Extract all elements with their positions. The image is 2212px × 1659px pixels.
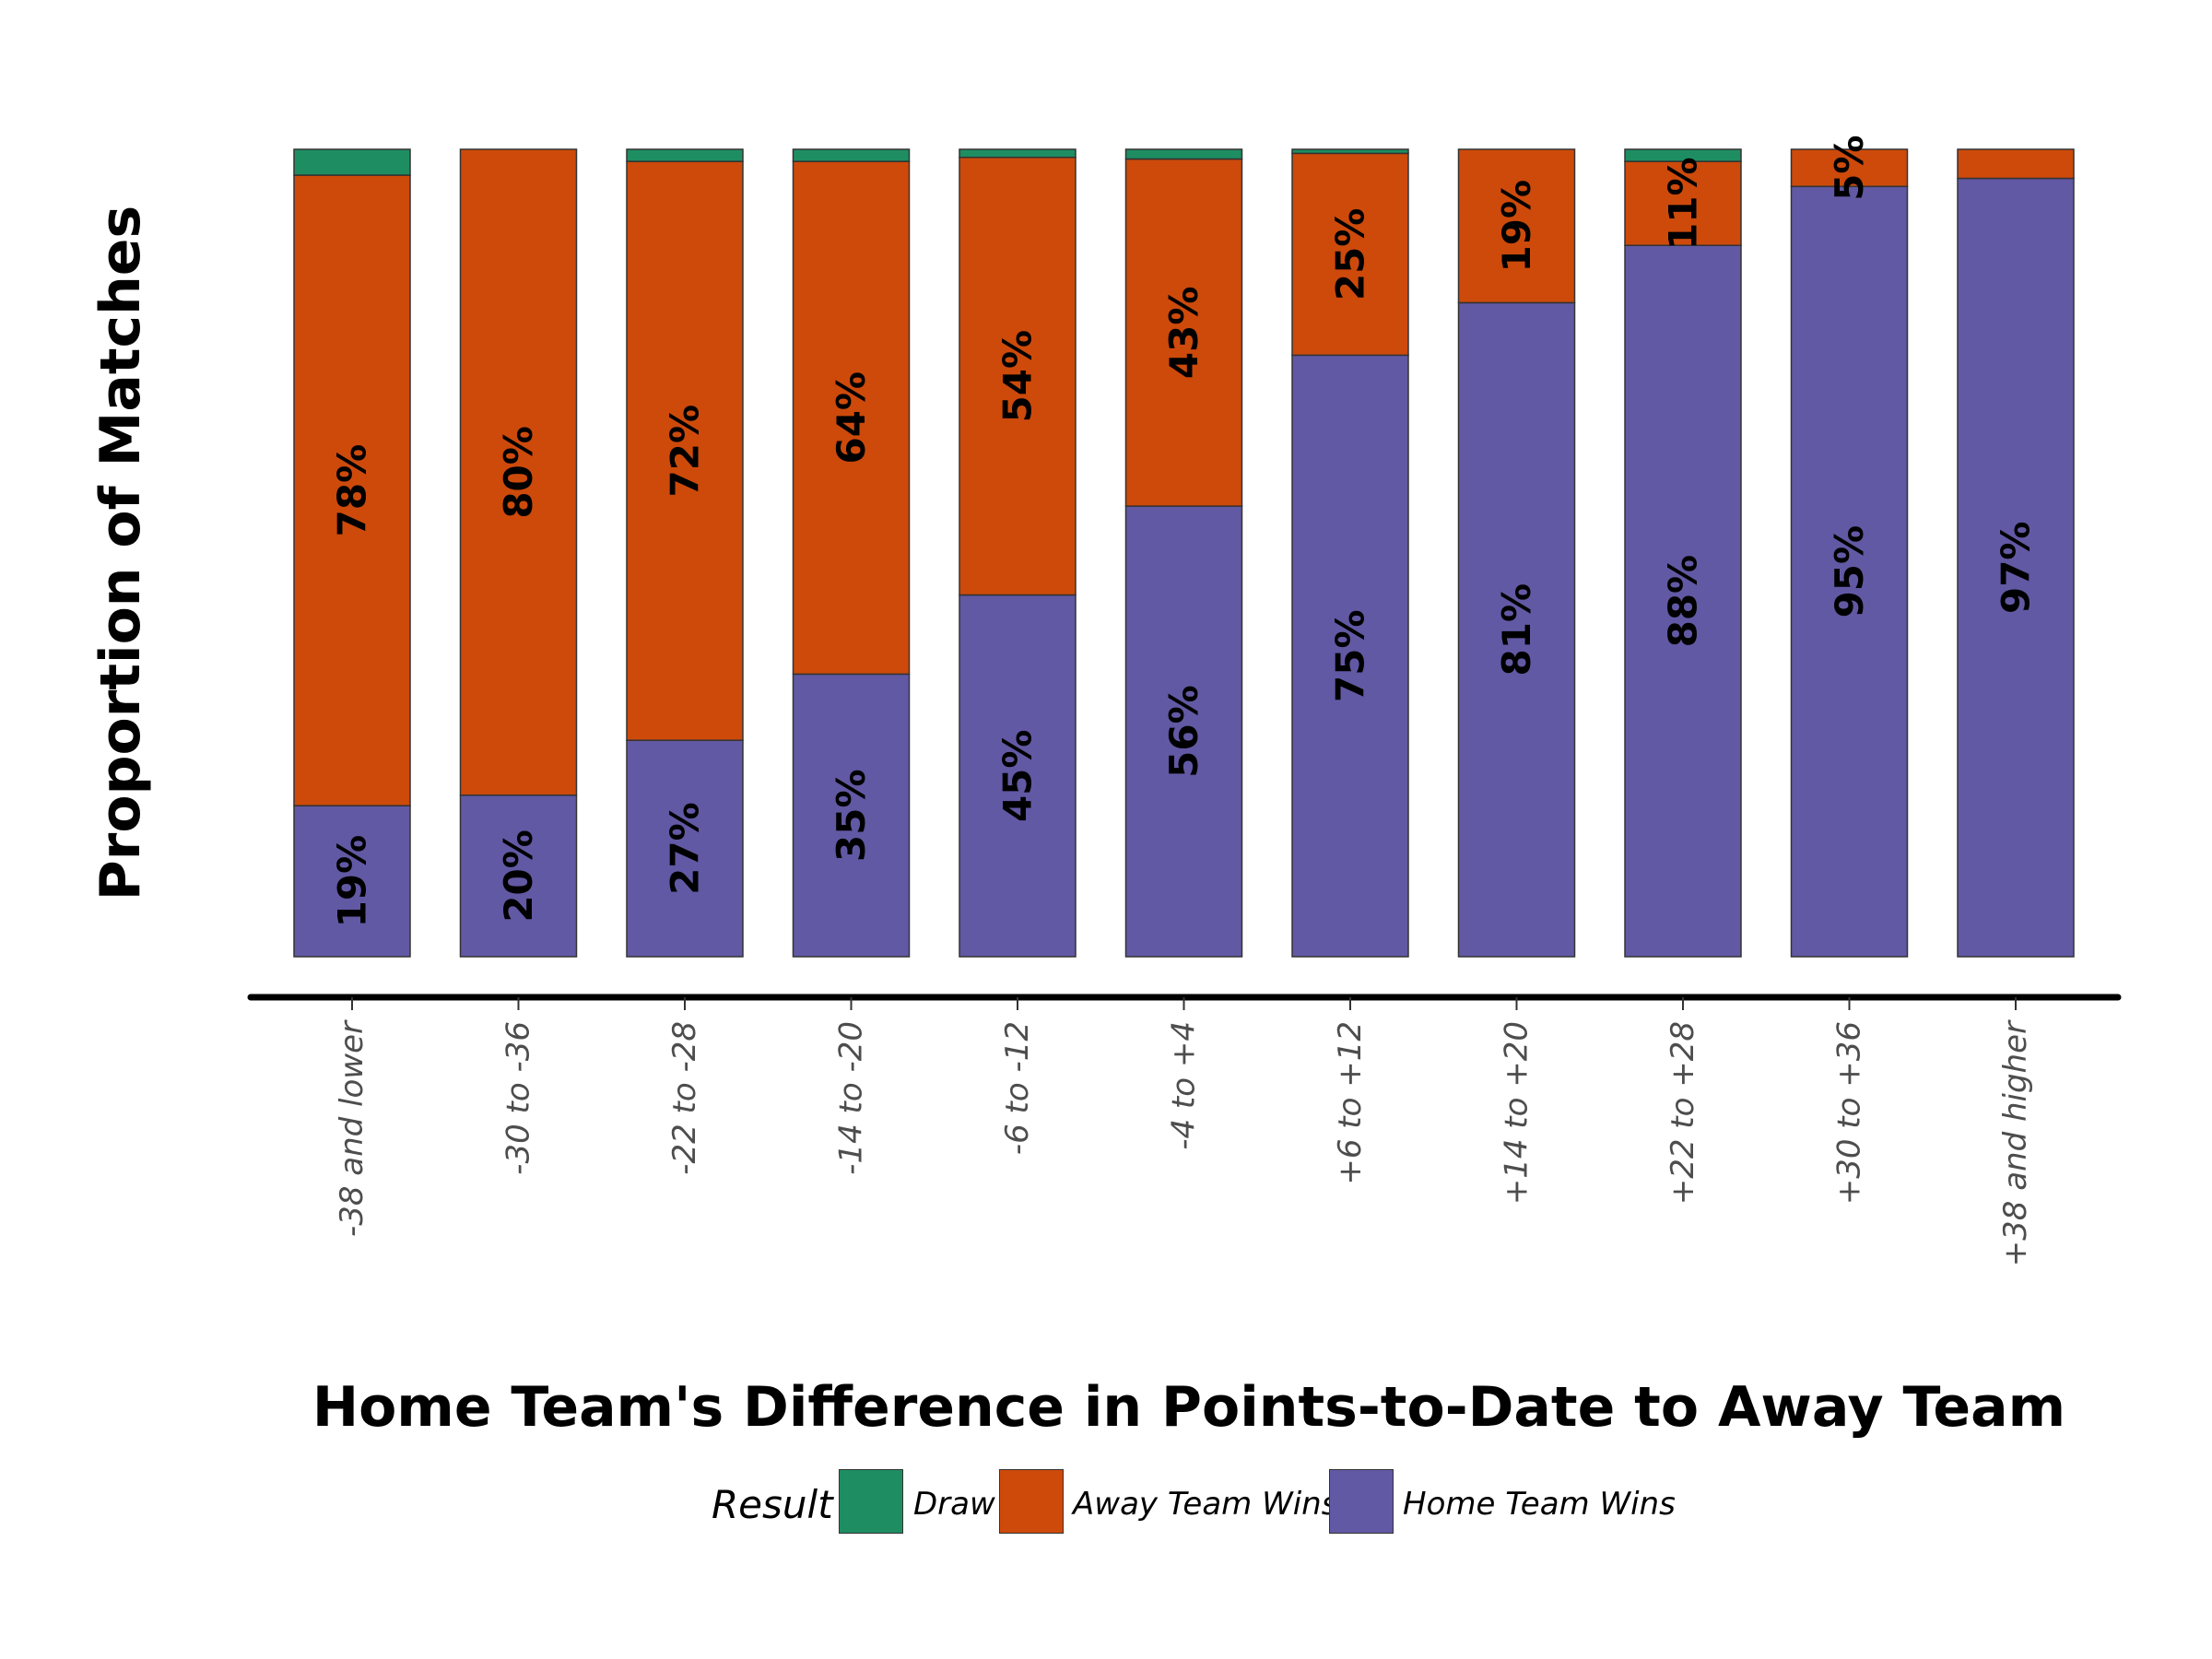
bar-value-label-home-team-wins-4: 45% xyxy=(995,730,1041,823)
y-axis-title: Proportion of Matches xyxy=(88,205,153,901)
bar-segment-home-team-wins-9 xyxy=(1790,185,1909,958)
bar-segment-away-team-wins-0 xyxy=(293,174,411,806)
x-tick-label-4: -6 to -12 xyxy=(999,1021,1036,1155)
bar-segment-away-team-wins-10 xyxy=(1957,148,2075,180)
bar-segment-home-team-wins-6 xyxy=(1291,354,1409,958)
bar-labels-layer: 19% 78% 20% 80% 27% 72% 35% 64% 45% 54% 56% 43% 75% 2… xyxy=(330,135,2039,927)
bar-value-label-home-team-wins-10: 97% xyxy=(1994,522,2039,615)
bar-segment-away-team-wins-4 xyxy=(959,157,1077,596)
bar-segment-draw-5 xyxy=(1124,148,1243,160)
bar-segment-draw-8 xyxy=(1624,148,1742,162)
bar-value-label-home-team-wins-3: 35% xyxy=(829,769,874,862)
legend-title: Result xyxy=(712,1482,833,1527)
x-tick-label-6: +6 to +12 xyxy=(1332,1021,1369,1185)
x-tick-labels-layer: -38 and lower -30 to -36 -22 to -28 -14 to … xyxy=(334,1019,2034,1266)
bar-value-label-away-team-wins-7: 19% xyxy=(1494,180,1539,273)
bar-value-label-home-team-wins-6: 75% xyxy=(1328,609,1373,702)
bar-segment-home-team-wins-2 xyxy=(626,739,744,958)
legend-label-home-team-wins: Home Team Wins xyxy=(1403,1486,1676,1523)
bar-value-label-home-team-wins-2: 27% xyxy=(663,802,708,895)
bar-segment-draw-3 xyxy=(792,148,911,162)
bar-value-label-home-team-wins-7: 81% xyxy=(1494,583,1539,677)
bar-value-label-away-team-wins-5: 43% xyxy=(1161,287,1206,380)
bar-value-label-away-team-wins-6: 25% xyxy=(1328,208,1373,301)
x-ticks-layer xyxy=(351,997,2017,1010)
bar-value-label-away-team-wins-1: 80% xyxy=(496,426,541,519)
legend-label-away-team-wins: Away Team Wins xyxy=(1073,1486,1338,1523)
bar-segment-away-team-wins-9 xyxy=(1790,148,1909,188)
bar-segment-draw-4 xyxy=(959,148,1077,159)
x-tick-label-9: +30 to +36 xyxy=(1831,1021,1868,1205)
x-tick-label-3: -14 to -20 xyxy=(833,1021,870,1175)
x-tick-label-7: +14 to +20 xyxy=(1499,1021,1535,1205)
x-tick-label-10: +38 and higher xyxy=(1997,1019,2034,1266)
bar-value-label-away-team-wins-9: 5% xyxy=(1827,135,1872,200)
bar-value-label-away-team-wins-4: 54% xyxy=(995,330,1041,423)
bar-value-label-away-team-wins-3: 64% xyxy=(829,371,874,465)
bar-value-label-home-team-wins-5: 56% xyxy=(1161,685,1206,778)
bar-segment-home-team-wins-3 xyxy=(792,673,911,958)
bar-value-label-home-team-wins-0: 19% xyxy=(330,835,375,928)
x-tick-label-2: -22 to -28 xyxy=(666,1021,703,1175)
legend-swatch-away-team-wins xyxy=(999,1469,1064,1534)
bar-segment-home-team-wins-10 xyxy=(1957,177,2075,958)
x-tick-label-1: -30 to -36 xyxy=(500,1021,537,1175)
bar-segment-draw-2 xyxy=(626,148,744,162)
legend-swatch-draw xyxy=(839,1469,903,1534)
bar-segment-home-team-wins-8 xyxy=(1624,244,1742,958)
x-tick-label-8: +22 to +28 xyxy=(1665,1021,1701,1205)
bar-segment-away-team-wins-5 xyxy=(1124,158,1243,507)
bar-value-label-home-team-wins-9: 95% xyxy=(1827,525,1872,618)
legend-swatch-home-team-wins xyxy=(1329,1469,1394,1534)
bar-value-label-home-team-wins-8: 88% xyxy=(1661,555,1706,648)
bar-segment-draw-0 xyxy=(293,148,411,176)
bar-segment-home-team-wins-0 xyxy=(293,805,411,958)
bar-segment-away-team-wins-2 xyxy=(626,160,744,741)
bar-segment-away-team-wins-7 xyxy=(1457,148,1576,304)
x-tick-label-0: -38 and lower xyxy=(334,1019,371,1237)
bar-segment-home-team-wins-5 xyxy=(1124,505,1243,958)
bar-segment-home-team-wins-1 xyxy=(459,794,578,958)
bar-segment-home-team-wins-4 xyxy=(959,594,1077,958)
bar-segment-draw-6 xyxy=(1291,148,1409,155)
x-axis-title: Home Team's Difference in Points-to-Date… xyxy=(312,1375,2066,1440)
bar-segment-away-team-wins-1 xyxy=(459,148,578,796)
legend-label-draw: Draw xyxy=(913,1486,995,1523)
bar-value-label-home-team-wins-1: 20% xyxy=(496,830,541,923)
bars-layer xyxy=(293,148,2075,958)
bar-value-label-away-team-wins-8: 11% xyxy=(1661,157,1706,250)
bar-value-label-away-team-wins-2: 72% xyxy=(663,405,708,498)
bar-segment-away-team-wins-6 xyxy=(1291,152,1409,357)
bar-segment-away-team-wins-8 xyxy=(1624,160,1742,246)
bar-value-label-away-team-wins-0: 78% xyxy=(330,444,375,537)
bar-segment-away-team-wins-3 xyxy=(792,160,911,676)
bar-segment-home-team-wins-7 xyxy=(1457,301,1576,958)
legend: Result Draw Away Team Wins Home Team Win… xyxy=(0,1469,2212,1539)
x-tick-label-5: -4 to +4 xyxy=(1166,1021,1203,1150)
